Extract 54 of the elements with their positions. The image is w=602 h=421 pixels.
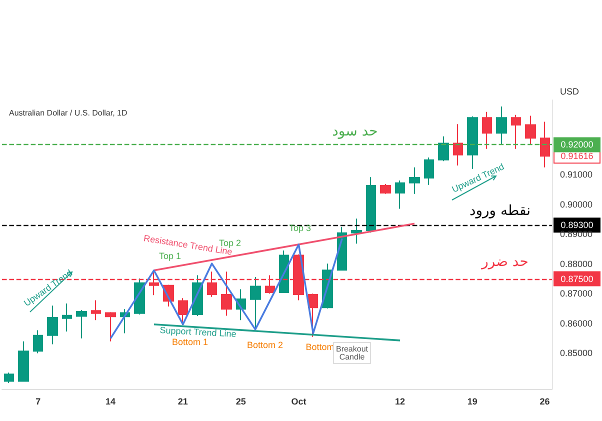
candlestick <box>76 310 87 339</box>
y-tick-label: 0.87000 <box>560 288 593 299</box>
x-tick-label: 26 <box>540 396 550 406</box>
x-tick-label: 25 <box>236 396 246 406</box>
annotation: Bottom 2 <box>246 340 284 350</box>
candlestick <box>62 302 72 332</box>
candlestick <box>366 176 376 234</box>
annotation: نقطه ورود <box>470 203 530 220</box>
candlestick <box>91 300 101 321</box>
annotation: حد سود <box>332 124 378 140</box>
candlestick <box>47 305 58 345</box>
x-tick-label: 7 <box>36 396 41 406</box>
y-tick-label: 0.88000 <box>560 258 593 269</box>
ref-line-label: 0.92000 <box>560 140 594 150</box>
candlestick <box>33 330 43 354</box>
candlestick <box>380 184 391 194</box>
candlestick <box>308 293 318 338</box>
candlestick <box>438 136 449 162</box>
candlestick <box>18 340 29 382</box>
candlestick <box>424 157 434 186</box>
annotation: Breakout Candle <box>336 344 369 362</box>
annotation: حد ضرر <box>480 254 528 270</box>
y-axis-title: USD <box>560 86 580 96</box>
y-tick-label: 0.85000 <box>560 348 593 358</box>
candlestick <box>4 372 14 384</box>
annotation: Bottom 1 <box>172 337 208 347</box>
candlestick <box>395 180 405 210</box>
annotation: Top 2 <box>218 238 242 248</box>
x-tick-label: Oct <box>291 396 306 406</box>
candlestick <box>409 166 420 194</box>
candlestick <box>496 106 507 146</box>
candlestick <box>467 116 478 170</box>
x-tick-label: 19 <box>467 396 478 406</box>
candlestick <box>105 312 116 342</box>
y-tick-label: 0.90000 <box>560 199 593 210</box>
x-tick-label: 21 <box>178 396 188 406</box>
x-tick-label: 12 <box>395 396 406 406</box>
annotation: Top 3 <box>288 223 312 233</box>
x-tick-label: 14 <box>106 396 116 406</box>
y-tick-label: 0.86000 <box>560 318 593 328</box>
text: Australian Dollar / U.S. Dollar, 1D <box>9 108 128 118</box>
ref-line-label: 0.89300 <box>560 220 594 230</box>
candlestick <box>482 111 492 150</box>
annotation: Top 1 <box>158 251 182 261</box>
candlestick <box>540 121 550 168</box>
y-tick-label: 0.91000 <box>560 169 593 180</box>
annotation: Bottom <box>306 342 334 352</box>
candlestick <box>453 124 463 166</box>
text: 0.91616 <box>560 151 594 162</box>
ref-line-label: 0.87500 <box>560 274 594 284</box>
candlestick <box>351 218 362 244</box>
candlestick <box>511 114 521 150</box>
annotation: Support Trend Line <box>160 325 236 339</box>
candlestick <box>525 115 536 146</box>
